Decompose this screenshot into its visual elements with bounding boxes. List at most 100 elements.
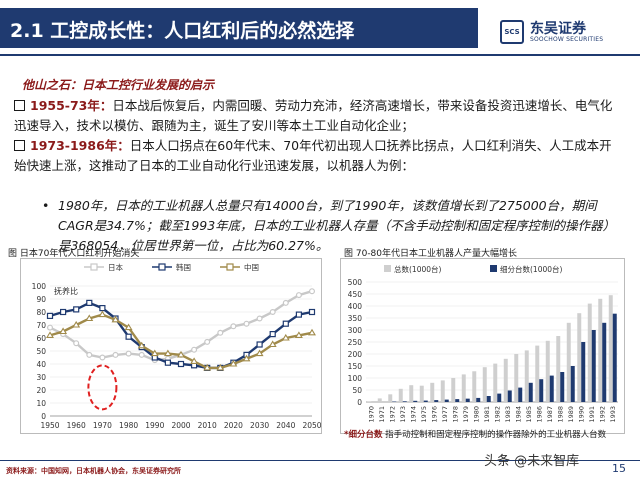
bar	[423, 400, 428, 402]
footer-divider	[0, 460, 640, 461]
bar	[535, 345, 540, 402]
data-point	[85, 314, 94, 322]
header: 2.1 工控成长性：人口红利后的必然选择 SCS 东吴证券 SOOCHOW SE…	[0, 0, 640, 56]
data-point	[256, 341, 263, 348]
y-tick-label: 80	[36, 308, 46, 317]
bar	[518, 387, 523, 402]
x-tick-label: 2010	[198, 421, 217, 430]
y-tick-label: 350	[348, 314, 363, 323]
y-tick-label: 150	[348, 362, 363, 371]
data-point	[137, 341, 146, 349]
logo: SCS 东吴证券 SOOCHOW SECURITIES	[500, 20, 630, 46]
y-tick-label: 70	[36, 321, 46, 330]
legend-swatch	[384, 265, 391, 272]
x-tick-label: 1973	[399, 406, 407, 423]
x-tick-label: 1950	[40, 421, 59, 430]
x-tick-label: 1983	[504, 406, 512, 423]
y-tick-label: 20	[36, 386, 46, 395]
data-point	[46, 331, 54, 338]
data-point	[164, 359, 171, 366]
data-point	[86, 351, 93, 358]
data-point	[269, 330, 276, 338]
x-tick-label: 1988	[556, 406, 564, 423]
paragraph-2-text: 日本人口拐点在60年代末、70年代初出现人口抚养比拐点，人口红利消失、人工成本开…	[14, 138, 612, 173]
bar	[493, 363, 498, 402]
data-point	[124, 323, 133, 331]
data-point	[177, 360, 185, 368]
bar	[528, 382, 533, 402]
data-point	[282, 299, 289, 306]
y-tick-label: 0	[41, 412, 46, 421]
x-tick-label: 2000	[171, 421, 190, 430]
axis-annotation: 抚养比	[54, 286, 78, 296]
y-tick-label: 450	[348, 290, 363, 299]
y-tick-label: 200	[348, 350, 363, 359]
data-point	[269, 308, 276, 315]
paragraph-1-label: 1955-73年：	[30, 98, 113, 113]
x-tick-label: 1984	[514, 406, 522, 423]
bar	[598, 298, 603, 402]
data-point	[163, 349, 172, 357]
bullet-point: • 1980年，日本的工业机器人总量只有14000台，到了1990年，该数值增长…	[42, 196, 618, 256]
x-tick-label: 1990	[577, 406, 585, 423]
legend-marker	[158, 263, 166, 271]
bar	[465, 398, 470, 402]
x-tick-label: 1978	[451, 406, 459, 423]
data-point	[255, 349, 264, 357]
x-tick-label: 1960	[67, 421, 86, 430]
bar	[486, 396, 491, 402]
legend-label: 细分台数(1000台)	[500, 264, 563, 274]
bar	[430, 382, 435, 402]
bar	[560, 372, 565, 402]
data-point	[190, 357, 199, 364]
data-point	[46, 312, 54, 320]
bar	[377, 398, 382, 402]
bar	[472, 371, 477, 402]
page-title: 2.1 工控成长性：人口红利后的必然选择	[10, 20, 355, 42]
data-point	[295, 292, 302, 299]
section-subtitle: 他山之石：日本工控行业发展的启示	[22, 78, 215, 92]
bar	[440, 380, 445, 402]
data-point	[125, 350, 132, 357]
bar	[507, 390, 512, 402]
data-point	[217, 329, 224, 336]
data-point	[138, 351, 145, 358]
bar	[367, 401, 372, 402]
data-point	[150, 349, 159, 357]
bar	[591, 330, 596, 402]
bullet-dot-icon: •	[42, 198, 50, 213]
bar	[497, 393, 502, 402]
x-tick-label: 1974	[409, 406, 417, 423]
data-point	[268, 340, 277, 348]
data-point	[99, 354, 106, 361]
data-point	[294, 331, 303, 338]
data-point	[191, 346, 198, 353]
legend-marker	[90, 263, 98, 271]
right-figure-title: 图 70-80年代日本工业机器人产量大幅增长	[344, 249, 518, 259]
bar	[476, 397, 481, 402]
bar	[461, 374, 466, 402]
source-note: 资料来源：中国知网，日本机器人协会，东吴证券研究所	[6, 467, 181, 475]
page-number: 15	[612, 462, 626, 475]
legend-label: 日本	[108, 262, 123, 272]
data-point	[295, 311, 302, 318]
data-point	[204, 338, 211, 345]
y-tick-label: 500	[348, 278, 363, 287]
y-tick-label: 90	[36, 295, 46, 304]
y-tick-label: 50	[352, 386, 362, 395]
x-tick-label: 1970	[93, 421, 112, 430]
title-bar: 2.1 工控成长性：人口红利后的必然选择	[0, 8, 478, 48]
legend-label: 总数(1000台)	[394, 264, 442, 274]
data-point	[282, 320, 289, 327]
logo-name: 东吴证券	[530, 21, 586, 37]
x-tick-label: 1970	[367, 406, 375, 423]
data-point	[72, 320, 81, 328]
robot-production-chart: 0 50 100 150 200 250 300 350 400 450 500 总数(1000台) 细…	[340, 258, 625, 434]
x-tick-label: 1981	[483, 406, 491, 423]
y-tick-label: 400	[348, 302, 363, 311]
data-point	[229, 359, 238, 367]
data-point	[242, 354, 251, 362]
data-point	[308, 308, 316, 316]
bar	[455, 399, 460, 402]
